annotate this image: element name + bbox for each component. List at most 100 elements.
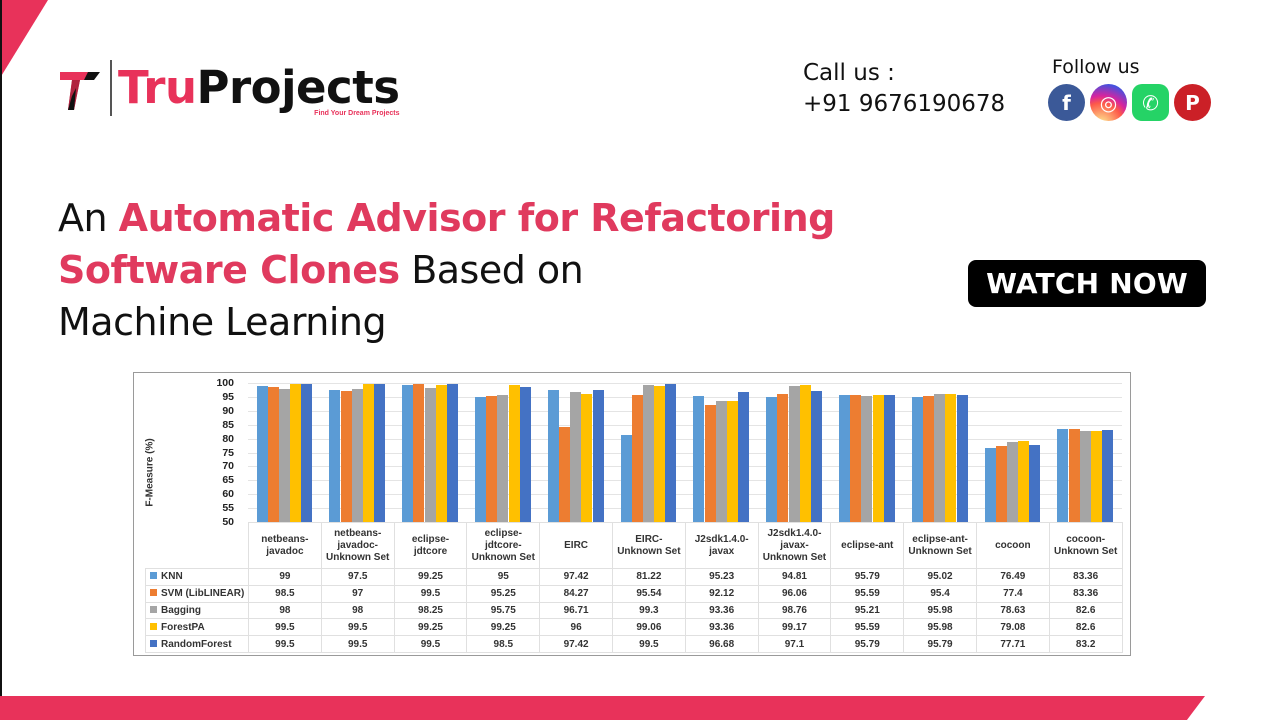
bar: [922, 395, 934, 522]
legend-label: KNN: [161, 571, 183, 583]
brand-tagline: Find Your Dream Projects: [314, 110, 400, 117]
category-header-line: J2sdk1.4.0-: [767, 527, 822, 539]
bar: [654, 385, 666, 522]
gridline: [248, 410, 1122, 412]
table-cell: 93.36: [684, 618, 759, 637]
y-axis-title: F-Measure (%): [140, 425, 160, 520]
gridline: [248, 452, 1122, 454]
whatsapp-icon[interactable]: ✆: [1132, 84, 1169, 121]
table-cell: 93.36: [684, 601, 759, 620]
category-header-line: javax-: [780, 539, 809, 551]
headline-highlight: Automatic Advisor for Refactoring: [118, 196, 836, 240]
category-header-line: eclipse-: [484, 527, 522, 539]
legend-item: KNN: [145, 568, 249, 586]
logo-t-icon: [58, 66, 106, 114]
table-cell: 98.76: [757, 601, 832, 620]
bar: [838, 394, 850, 522]
table-cell: 96.71: [539, 601, 613, 620]
bar: [278, 388, 290, 522]
bar: [581, 394, 593, 522]
table-row: SVM (LibLINEAR) 98.5 97 99.5 95.25 84.27 95.54…: [145, 584, 1123, 603]
category-header: netbeans-javadoc: [248, 522, 322, 569]
contact-block: Call us : +91 9676190678: [803, 58, 1005, 120]
category-header-line: netbeans-: [334, 527, 382, 539]
table-cell: 95.79: [903, 635, 977, 653]
bar: [956, 394, 968, 522]
bar: [570, 392, 582, 522]
bar: [351, 388, 363, 522]
left-border: [0, 0, 2, 720]
bar: [810, 391, 822, 522]
table-cell: 96.06: [757, 584, 832, 603]
table-cell: 83.36: [1048, 584, 1123, 603]
y-tick-label: 80: [222, 432, 234, 445]
legend-item: SVM (LibLINEAR): [145, 584, 249, 603]
bar: [519, 387, 531, 522]
category-header-line: eclipse-ant-: [912, 533, 968, 545]
table-cell: 97.5: [320, 568, 395, 586]
y-tick-label: 65: [222, 474, 234, 487]
bar: [474, 396, 486, 522]
brand-logo[interactable]: TruProjects Find Your Dream Projects: [58, 60, 400, 120]
category-header-line: javadoc: [266, 545, 304, 557]
instagram-icon[interactable]: ◎: [1090, 84, 1127, 121]
legend-label: RandomForest: [161, 638, 232, 650]
bar: [788, 386, 800, 522]
table-cell: 95.59: [830, 618, 905, 637]
watch-now-button[interactable]: WATCH NOW: [968, 260, 1206, 307]
bar: [1102, 429, 1114, 522]
bar: [738, 392, 750, 522]
table-cell: 98: [320, 601, 395, 620]
bar: [435, 385, 447, 522]
table-cell: 99.5: [248, 635, 322, 653]
bar: [883, 394, 895, 522]
bar: [486, 396, 498, 522]
brand-name-projects: Projects: [196, 61, 400, 114]
facebook-icon[interactable]: f: [1048, 84, 1085, 121]
gridline: [248, 383, 1122, 384]
legend-label: ForestPA: [161, 621, 205, 633]
bar: [446, 384, 458, 522]
call-label: Call us :: [803, 60, 895, 86]
table-cell: 95.02: [903, 568, 977, 586]
category-header-line: EIRC: [564, 539, 589, 551]
legend-item: ForestPA: [145, 618, 249, 637]
legend-swatch-icon: [150, 572, 157, 580]
table-cell: 83.2: [1048, 635, 1123, 653]
pinterest-icon[interactable]: P: [1174, 84, 1211, 121]
y-tick-label: 95: [222, 390, 234, 403]
bar: [508, 385, 520, 522]
bar: [547, 390, 559, 522]
phone-number[interactable]: +91 9676190678: [803, 91, 1006, 117]
table-cell: 79.08: [975, 618, 1050, 637]
bar: [413, 384, 425, 522]
logo-divider: [110, 60, 112, 116]
category-header-line: jdtcore-: [484, 539, 522, 551]
gridline: [248, 466, 1122, 468]
y-tick-label: 100: [216, 377, 234, 389]
table-row: KNN 99 97.5 99.25 95 97.42 81.22 95.23 94.81 95.7…: [145, 568, 1123, 586]
table-cell: 96.68: [684, 635, 759, 653]
table-corner: [146, 523, 249, 569]
bar: [362, 384, 374, 522]
y-tick-label: 50: [222, 516, 234, 528]
category-header-line: J2sdk1.4.0-: [694, 533, 749, 545]
legend-label: SVM (LibLINEAR): [161, 588, 245, 600]
bar: [620, 435, 632, 522]
category-header: EIRC- Unknown Set: [611, 522, 686, 569]
category-header-line: javadoc-: [337, 539, 378, 551]
bar: [1090, 431, 1102, 522]
bar: [256, 385, 268, 522]
bar: [558, 426, 570, 522]
category-header: J2sdk1.4.0- javax- Unknown Set: [757, 522, 832, 569]
table-cell: 95.54: [611, 584, 686, 603]
category-header-line: Unknown Set: [1053, 545, 1118, 557]
gridline: [248, 438, 1122, 440]
table-cell: 83.36: [1048, 568, 1123, 586]
bar: [995, 445, 1007, 522]
headline-highlight: Software Clones: [58, 248, 400, 292]
legend-swatch-icon: [150, 639, 157, 647]
table-cell: 95.98: [903, 601, 977, 620]
gridline: [248, 494, 1122, 496]
table-cell: 97.42: [539, 568, 613, 586]
